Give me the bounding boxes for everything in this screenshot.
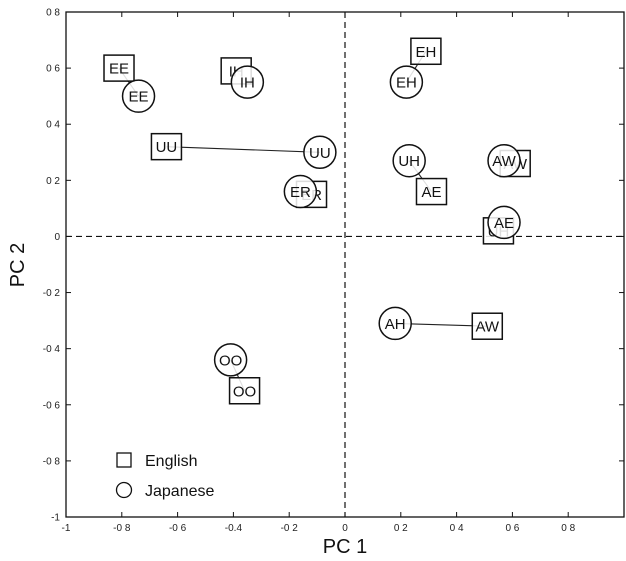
point-label: AW [492, 153, 516, 170]
axis-ticks [65, 11, 624, 518]
y-tick-label: -0 4 [43, 344, 61, 355]
point-label: EE [129, 89, 149, 106]
legend-circle-marker [115, 481, 133, 499]
japanese-point: OO [213, 343, 248, 377]
circle-marker [487, 143, 521, 178]
legend-square-marker [116, 452, 132, 468]
square-marker [103, 54, 135, 82]
circle-marker [121, 79, 156, 113]
x-tick-label: -0 6 [169, 523, 187, 534]
point-label: EH [396, 75, 417, 92]
square-marker [471, 312, 504, 340]
y-tick-label: -0 8 [43, 456, 61, 467]
legend: English Japanese [115, 452, 214, 500]
point-label: EE [109, 61, 129, 78]
japanese-point: EH [389, 65, 424, 99]
japanese-point: IH [230, 65, 265, 99]
y-axis-title: PC 2 [7, 243, 29, 287]
y-tick-label: 0 4 [46, 120, 60, 131]
y-tick-label: 0 2 [46, 176, 60, 187]
point-label: OO [219, 352, 242, 369]
square-marker [150, 132, 183, 161]
japanese-point: AW [487, 143, 521, 178]
japanese-point: UH [392, 143, 426, 178]
japanese-point: UU [303, 135, 337, 170]
japanese-point: EE [121, 79, 156, 113]
x-tick-label: -0.4 [225, 523, 243, 534]
x-tick-label: 0 8 [561, 523, 575, 534]
japanese-point: AE [487, 205, 521, 240]
english-point: AE [415, 177, 448, 206]
point-label: UU [309, 145, 331, 162]
circle-marker [303, 135, 337, 170]
circle-marker [389, 65, 424, 99]
x-tick-label: 0 [342, 523, 348, 534]
square-marker [415, 177, 448, 206]
circle-marker [487, 205, 521, 240]
data-markers: EEIHUUEREHAEAWUHAWOOEEIHUUEREHUHAWAEAHOO [103, 37, 531, 405]
point-label: UH [398, 153, 420, 170]
square-marker [410, 37, 442, 66]
point-label: ER [290, 184, 311, 201]
square-marker [228, 377, 261, 405]
y-tick-label: -0 6 [43, 400, 61, 411]
english-point: UU [150, 132, 183, 161]
japanese-point: ER [283, 174, 318, 209]
point-label: AH [385, 316, 406, 333]
axis-tick-labels: -1 -0 8 -0 6 -0.4 -0 2 0 0 2 0 4 0 6 0 8 -1 -0 8 -0 … [43, 8, 576, 535]
y-tick-label: -0 2 [43, 288, 61, 299]
legend-japanese-label: Japanese [145, 483, 214, 500]
y-tick-label: -1 [51, 513, 60, 524]
japanese-point: AH [378, 306, 412, 341]
circle-marker [213, 343, 248, 377]
pair-connection-lines [118, 50, 516, 391]
circle-marker [392, 143, 426, 178]
x-tick-label: -0 2 [281, 523, 299, 534]
point-label: UU [156, 139, 178, 156]
connection-line [166, 146, 320, 153]
point-label: IH [240, 75, 255, 92]
point-label: AW [475, 319, 499, 336]
point-label: AE [494, 215, 514, 232]
english-point: EH [410, 37, 442, 66]
circle-marker [283, 174, 318, 209]
point-label: OO [233, 383, 256, 400]
english-point: AW [471, 312, 504, 340]
x-tick-label: 0 6 [505, 523, 519, 534]
reference-lines [66, 12, 624, 517]
point-label: AE [421, 184, 441, 201]
x-axis-title: PC 1 [323, 536, 367, 558]
x-tick-label: -1 [62, 523, 71, 534]
point-label: EH [415, 44, 436, 61]
y-tick-label: 0 8 [46, 8, 60, 19]
y-tick-label: 0 6 [46, 64, 60, 75]
x-tick-label: 0 2 [394, 523, 408, 534]
english-point: EE [103, 54, 135, 82]
y-tick-label: 0 [54, 232, 60, 243]
x-tick-label: 0 4 [450, 523, 464, 534]
english-point: OO [228, 377, 261, 405]
legend-english-label: English [145, 453, 197, 470]
circle-marker [378, 306, 412, 341]
circle-marker [230, 65, 265, 99]
x-tick-label: -0 8 [113, 523, 131, 534]
